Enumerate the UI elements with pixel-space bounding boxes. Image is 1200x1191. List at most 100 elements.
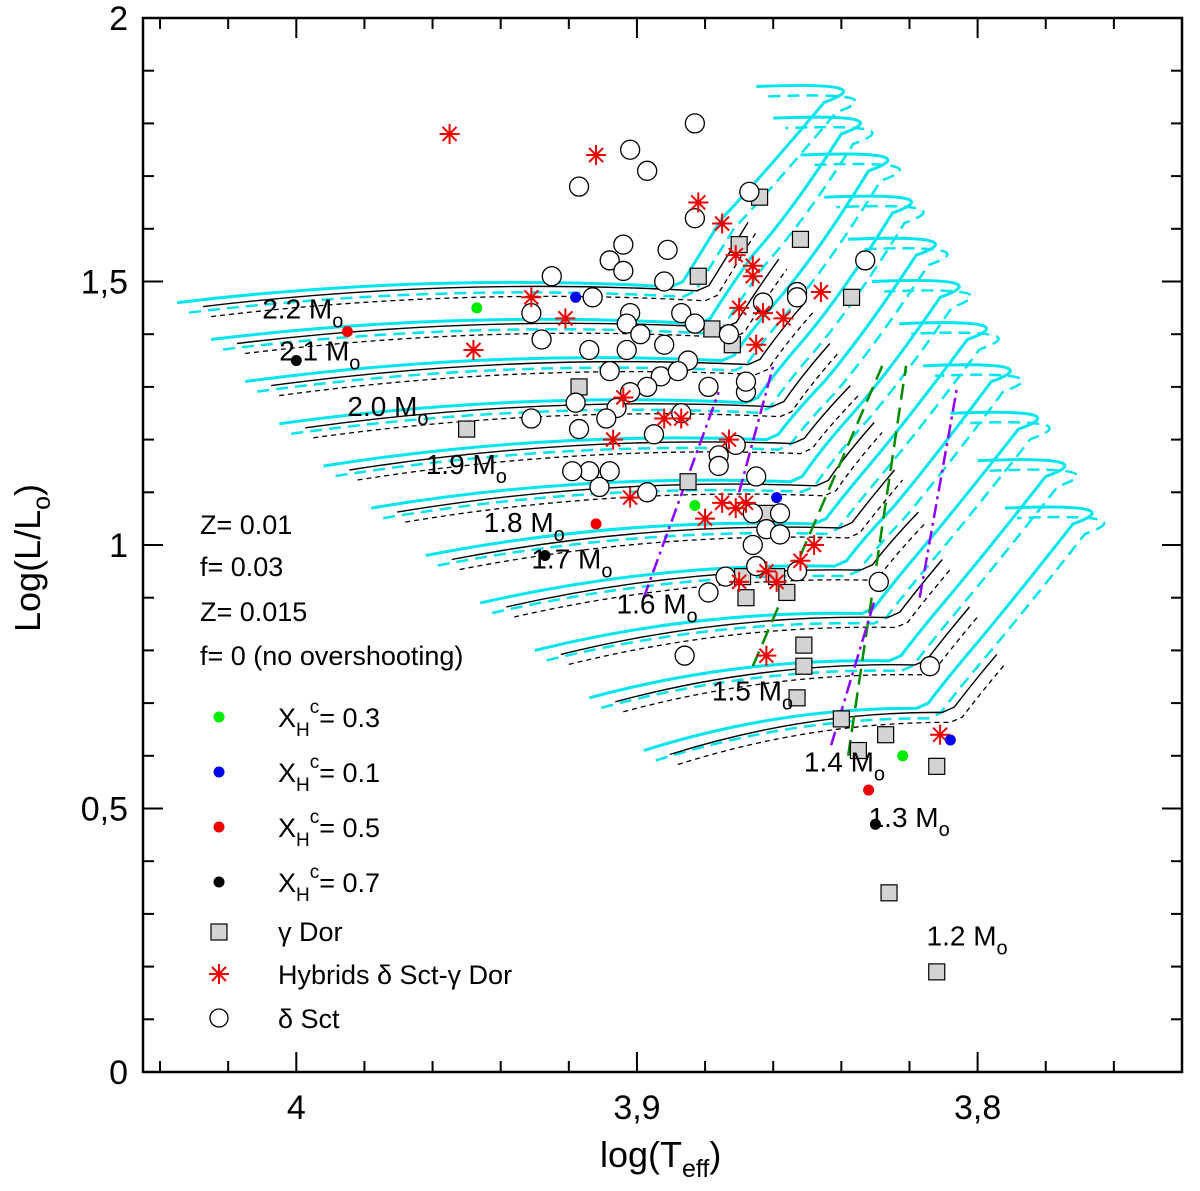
gamma-dor-star — [458, 420, 476, 438]
delta-sct-star — [562, 461, 583, 482]
strip-line-purple — [918, 386, 959, 598]
legend-label-hybrid: Hybrids δ Sct-γ Dor — [278, 960, 512, 990]
track-overshoot-dashed — [188, 94, 857, 314]
track-overshoot-solid — [323, 236, 937, 468]
core-h-marker-x_h07 — [539, 550, 551, 562]
hybrid-star — [654, 408, 675, 429]
gamma-dor-star — [849, 741, 867, 760]
mass-label: 1.5 Mo — [712, 675, 793, 714]
delta-sct-star — [613, 260, 634, 282]
track-no-overshoot-solid — [560, 559, 943, 656]
track-overshoot-dashed — [491, 373, 1024, 615]
delta-sct-star — [769, 524, 791, 545]
x-axis-title: log(Teff) — [600, 1134, 721, 1183]
track-overshoot-solid — [210, 115, 862, 341]
track-overshoot-dashed — [437, 331, 1000, 567]
hybrid-star — [688, 192, 709, 213]
core-h-marker-x_h07 — [869, 818, 881, 830]
delta-sct-star — [718, 324, 740, 345]
delta-sct-star — [684, 208, 706, 229]
hybrid-star — [752, 303, 773, 324]
delta-sct-star — [671, 302, 692, 324]
core-h-marker-x_h05 — [863, 784, 875, 796]
legend-label-gamma-dor: γ Dor — [278, 917, 343, 947]
delta-sct-star — [521, 408, 542, 429]
delta-sct-star — [684, 313, 706, 334]
legend-marker-xh07 — [213, 876, 225, 888]
legend-label-delta-sct: δ Sct — [278, 1004, 340, 1034]
hybrid-star — [756, 561, 777, 582]
track-overshoot-solid — [643, 505, 1094, 752]
mass-label: 1.4 Mo — [804, 747, 885, 786]
track-overshoot-solid — [425, 321, 989, 557]
mass-label: 2.0 Mo — [347, 391, 428, 430]
track-overshoot-dashed — [600, 468, 1079, 710]
hybrid-star — [756, 645, 777, 666]
x-tick-label: 3,8 — [954, 1089, 1001, 1127]
gamma-dor-star — [880, 884, 898, 902]
gamma-dor-star — [703, 320, 721, 338]
track-overshoot-solid — [279, 194, 914, 426]
delta-sct-star — [599, 360, 620, 382]
track-no-overshoot-solid — [305, 343, 831, 429]
track-no-overshoot-solid — [349, 385, 851, 471]
core-h-marker-x_h01 — [944, 734, 956, 746]
hybrid-star — [773, 308, 794, 329]
hybrid-star — [804, 535, 825, 555]
hybrid-star — [439, 123, 460, 144]
delta-sct-star — [742, 503, 763, 524]
core-h-marker-x_h05 — [590, 518, 602, 530]
x-tick-label: 4 — [287, 1089, 306, 1127]
track-overshoot-solid — [534, 410, 1040, 652]
delta-sct-star — [579, 461, 600, 482]
track-no-overshoot-dashed — [279, 310, 815, 397]
strip-line-green — [846, 365, 908, 756]
gamma-dor-star — [570, 378, 588, 396]
gamma-dor-star — [928, 757, 946, 775]
delta-sct-star — [698, 376, 719, 398]
y-tick-label: 0 — [109, 1054, 128, 1092]
hybrid-star — [810, 282, 831, 303]
mass-label: 1.3 Mo — [869, 802, 950, 841]
gamma-dor-star — [842, 288, 861, 306]
delta-sct-star — [531, 329, 552, 350]
legend-marker-gamma-dor — [210, 923, 228, 941]
delta-sct-star — [616, 339, 637, 361]
track-no-overshoot-solid — [271, 300, 807, 387]
track-no-overshoot-dashed — [357, 395, 859, 481]
hybrid-star — [603, 429, 624, 450]
gamma-dor-star — [689, 267, 707, 285]
hybrid-star — [671, 408, 692, 429]
delta-sct-star — [616, 313, 637, 334]
hybrid-star — [729, 297, 750, 318]
delta-sct-star — [855, 250, 876, 271]
track-overshoot-dashed — [546, 421, 1051, 662]
legend-label-xh03: XHc= 0.3 — [278, 697, 380, 741]
y-tick-label: 2 — [109, 0, 128, 38]
delta-sct-star — [919, 656, 941, 677]
delta-sct-star — [565, 392, 586, 413]
delta-sct-star — [698, 582, 719, 603]
hybrid-star — [521, 287, 542, 308]
mass-label: 1.7 Mo — [531, 544, 612, 583]
strip-line-purple — [737, 365, 775, 493]
mass-labels: 2.2 Mo 2.1 Mo 2.0 Mo 1.9 Mo 1.8 Mo1.7 Mo1.6 … — [262, 293, 1007, 959]
legend-marker-xh05 — [213, 821, 225, 833]
y-tick-label: 1 — [109, 527, 128, 565]
delta-sct-star — [637, 160, 658, 181]
hybrid-star — [742, 266, 763, 287]
gamma-dor-star — [679, 473, 697, 491]
delta-sct-star — [654, 334, 675, 355]
gamma-dor-star — [832, 710, 850, 728]
delta-sct-star — [667, 360, 688, 382]
model-text-z-overshoot: Z= 0.01 — [200, 510, 292, 540]
legend-marker-hybrid — [209, 964, 229, 984]
delta-sct-star — [630, 324, 651, 345]
track-overshoot-dashed — [257, 162, 901, 393]
hybrid-star — [735, 492, 756, 513]
legend-marker-delta-sct — [209, 1008, 229, 1028]
hybrid-star — [613, 387, 634, 408]
delta-sct-star — [708, 455, 729, 477]
track-overshoot-solid — [479, 363, 1012, 605]
legend-label-xh01: XHc= 0.1 — [278, 752, 380, 796]
